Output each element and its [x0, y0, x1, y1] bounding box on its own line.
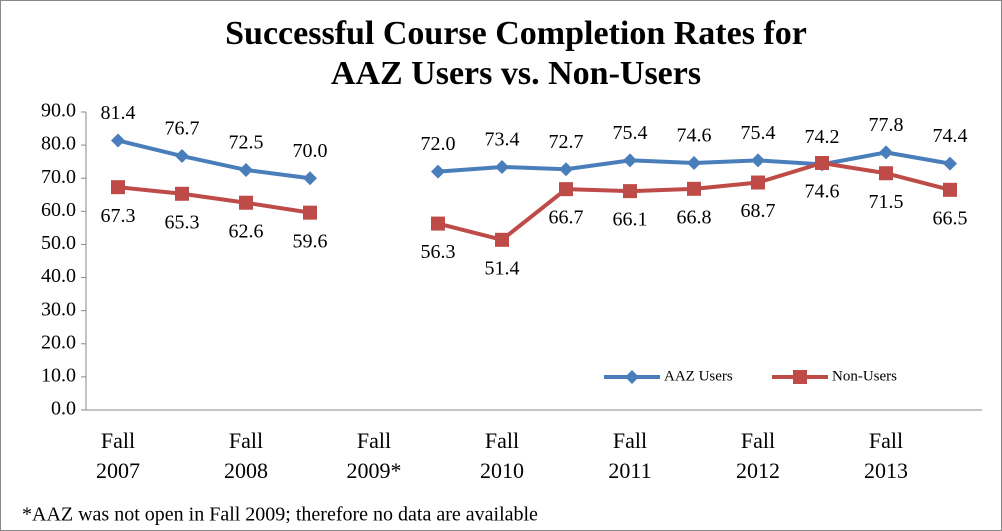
- y-tick-label: 80.0: [41, 133, 76, 155]
- y-tick-label: 60.0: [41, 199, 76, 221]
- data-label: 74.6: [677, 125, 712, 147]
- x-tick-label: Fall 2007: [96, 428, 140, 483]
- point: [623, 184, 637, 199]
- data-label: 72.5: [229, 132, 264, 154]
- data-label: 66.1: [613, 209, 648, 231]
- point: [239, 162, 253, 177]
- chart-title: AAZ Users vs. Non-Users: [331, 55, 701, 92]
- data-label: 72.7: [549, 131, 584, 153]
- point: [111, 133, 125, 148]
- point: [175, 186, 189, 201]
- legend-label: Non-Users: [832, 368, 897, 384]
- data-label: 66.7: [549, 207, 584, 229]
- y-tick-label: 20.0: [41, 331, 76, 353]
- x-tick-label: Fall 2010: [480, 428, 524, 483]
- point: [303, 205, 317, 220]
- data-label: 75.4: [613, 122, 648, 144]
- point: [943, 156, 957, 171]
- data-label: 66.5: [933, 207, 968, 229]
- point: [495, 159, 509, 174]
- y-tick-label: 30.0: [41, 298, 76, 320]
- point: [879, 166, 893, 181]
- point: [175, 149, 189, 164]
- chart-title: Successful Course Completion Rates for: [225, 15, 807, 52]
- point: [623, 153, 637, 168]
- footnote: *AAZ was not open in Fall 2009; therefor…: [22, 504, 538, 526]
- data-label: 62.6: [229, 220, 264, 242]
- data-label: 74.2: [805, 126, 840, 148]
- x-tick-label: Fall 2009*: [346, 428, 402, 483]
- point: [687, 181, 701, 196]
- point: [495, 232, 509, 247]
- x-tick-label: Fall 2012: [736, 428, 780, 483]
- y-tick-label: 40.0: [41, 265, 76, 287]
- legend-label: AAZ Users: [664, 368, 733, 384]
- point: [751, 153, 765, 168]
- data-label: 72.0: [421, 133, 456, 155]
- legend-marker: [625, 370, 639, 384]
- data-label: 51.4: [485, 257, 520, 279]
- data-label: 74.4: [933, 125, 968, 147]
- point: [431, 216, 445, 231]
- x-tick-label: Fall 2013: [864, 428, 908, 483]
- data-label: 73.4: [485, 129, 520, 151]
- data-label: 70.0: [293, 140, 328, 162]
- data-label: 68.7: [741, 200, 776, 222]
- point: [111, 180, 125, 195]
- point: [751, 175, 765, 190]
- data-label: 71.5: [869, 191, 904, 213]
- y-tick-label: 90.0: [41, 100, 76, 122]
- point: [303, 171, 317, 186]
- point: [815, 155, 829, 170]
- y-tick-label: 50.0: [41, 232, 76, 254]
- point: [431, 164, 445, 179]
- data-label: 77.8: [869, 114, 904, 136]
- data-label: 65.3: [165, 211, 200, 233]
- point: [559, 162, 573, 177]
- x-tick-label: Fall 2008: [224, 428, 268, 483]
- data-label: 59.6: [293, 230, 328, 252]
- y-tick-label: 0.0: [51, 398, 76, 420]
- data-label: 67.3: [101, 205, 136, 227]
- data-label: 56.3: [421, 241, 456, 263]
- point: [943, 182, 957, 197]
- legend-marker: [793, 370, 807, 384]
- data-label: 74.6: [805, 181, 840, 203]
- x-tick-label: Fall 2011: [608, 428, 652, 483]
- point: [559, 182, 573, 197]
- data-label: 81.4: [101, 102, 136, 124]
- y-tick-label: 10.0: [41, 364, 76, 386]
- data-label: 75.4: [741, 122, 776, 144]
- data-label: 66.8: [677, 206, 712, 228]
- point: [239, 195, 253, 210]
- y-tick-label: 70.0: [41, 166, 76, 188]
- point: [879, 145, 893, 160]
- point: [687, 155, 701, 170]
- data-label: 76.7: [165, 118, 200, 140]
